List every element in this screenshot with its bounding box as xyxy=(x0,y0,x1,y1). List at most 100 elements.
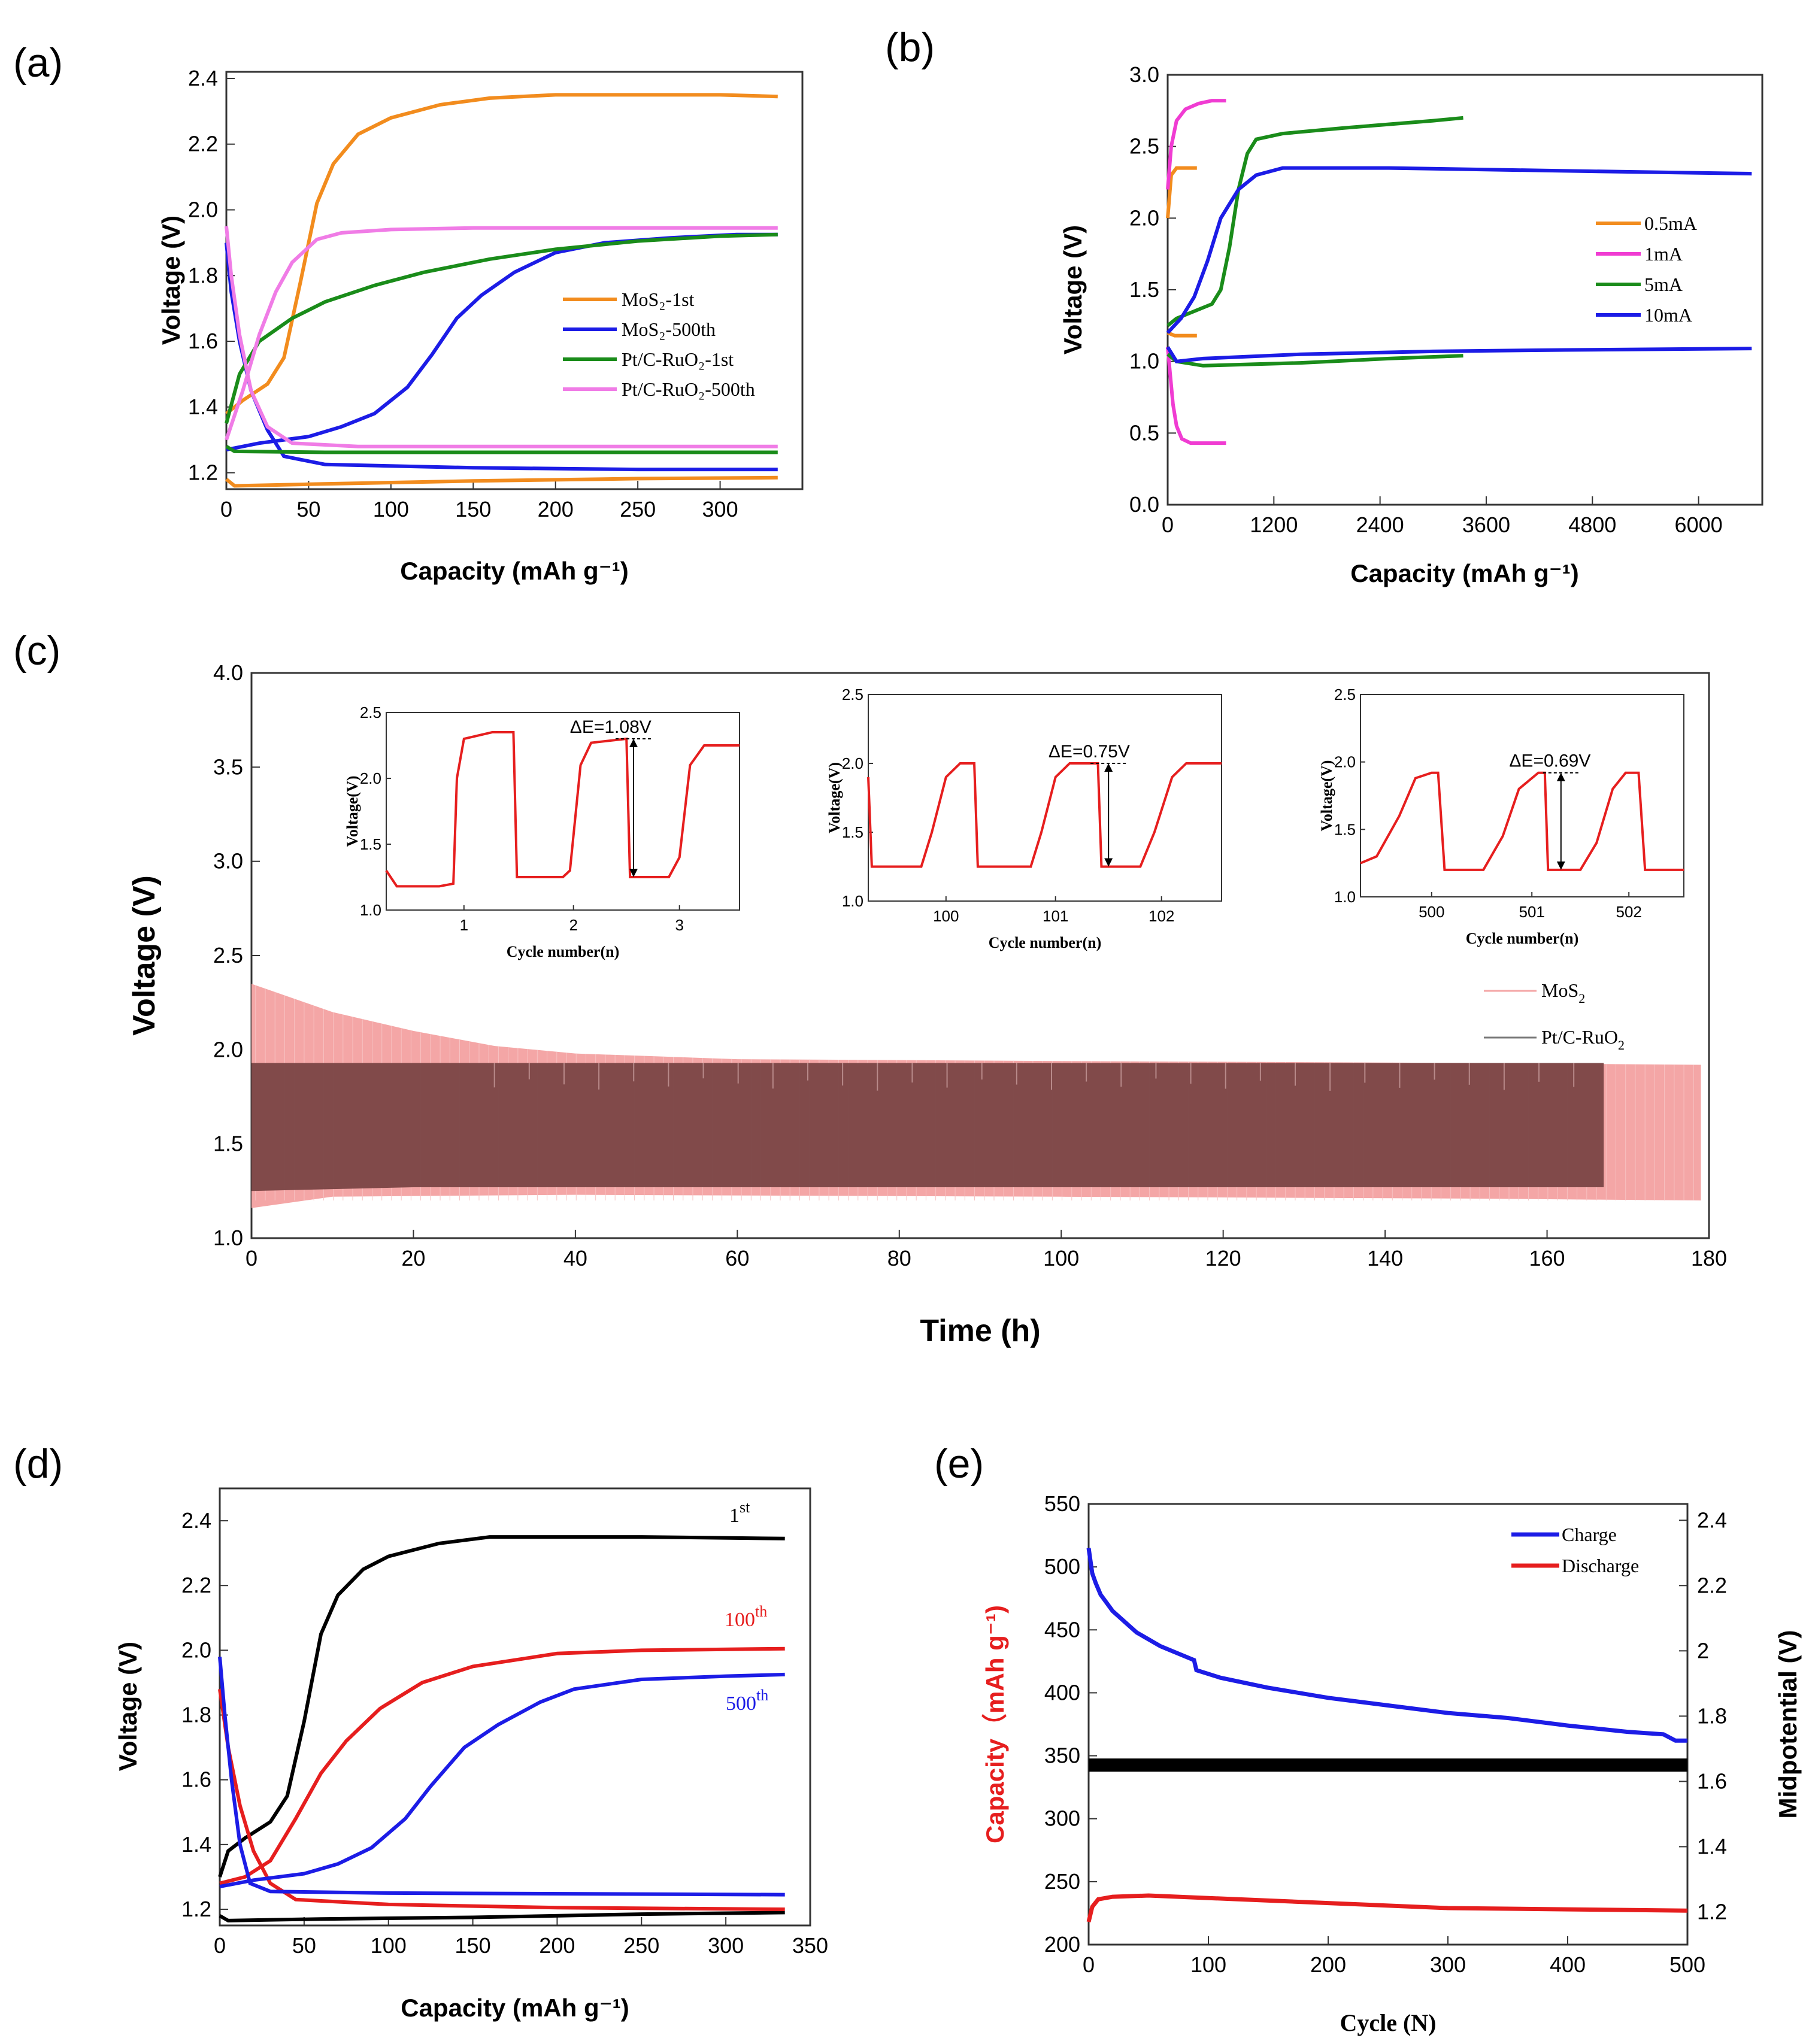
series-label-number: 100 xyxy=(725,1609,755,1631)
series-line-charge xyxy=(225,93,778,416)
y-tick-label: 2.0 xyxy=(213,1037,243,1062)
series-line-charge xyxy=(225,226,778,441)
legend-label: 0.5mA xyxy=(1644,213,1697,234)
chart-b-xlabel: Capacity (mAh g⁻¹) xyxy=(1350,559,1579,587)
x-tick-label: 50 xyxy=(292,1933,316,1958)
chart-d: 0 50 100 150 200 250 300 350 1.2 1.4 1.6 1.8 2.0 2.2 2… xyxy=(114,1487,828,2022)
x-tick-label: 4800 xyxy=(1568,512,1616,537)
legend-label: Charge xyxy=(1562,1524,1617,1545)
x-tick-label: 350 xyxy=(792,1933,828,1958)
chart-b-axes: 0 1200 2400 3600 4800 6000 0.0 0.5 1.0 1.5 2.0 2.5 3… xyxy=(1129,62,1723,537)
chart-a-ylabel: Voltage (V) xyxy=(157,216,185,345)
y-tick-label: 350 xyxy=(1044,1743,1080,1768)
y-tick-label: 1.6 xyxy=(181,1767,211,1792)
arrow-head-down xyxy=(1556,861,1565,870)
x-tick-label: 100 xyxy=(1190,1952,1226,1977)
legend-label-mos2: MoS2 xyxy=(1541,979,1585,1006)
chart-a-xlabel: Capacity (mAh g⁻¹) xyxy=(400,557,629,585)
chart-c-xlabel: Time (h) xyxy=(920,1314,1040,1348)
x-tick-label: 180 xyxy=(1691,1246,1727,1270)
inset-y-tick-label: 2.5 xyxy=(842,686,863,703)
x-tick-label: 1200 xyxy=(1250,512,1298,537)
inset-x-tick-label: 501 xyxy=(1519,903,1545,921)
x-tick-label: 300 xyxy=(708,1933,744,1958)
x-tick-label: 200 xyxy=(538,497,574,521)
panel-label-b: (b) xyxy=(885,25,935,70)
chart-e-series xyxy=(1086,1548,1688,1922)
series-label: 500th xyxy=(726,1687,768,1715)
inset-x-tick-label: 100 xyxy=(933,907,959,925)
chart-d-frame xyxy=(219,1487,811,1927)
x-tick-label: 0 xyxy=(1083,1952,1095,1977)
series-line-discharge xyxy=(225,445,778,454)
x-tick-label: 100 xyxy=(373,497,409,521)
delta-e-annotation: ΔE=0.69V xyxy=(1509,751,1590,771)
legend-label: MoS₂-1st xyxy=(622,289,695,310)
series-line-discharge xyxy=(225,475,778,488)
y-tick-label: 1.0 xyxy=(213,1226,243,1250)
inset-x-tick-label: 102 xyxy=(1149,907,1174,925)
chart-a: 0 50 100 150 200 250 3001.21.41.61.82.02.22.4 … xyxy=(157,66,804,585)
inset-xlabel: Cycle number(n) xyxy=(989,934,1101,951)
series-line-discharge xyxy=(218,1656,785,1897)
inset-y-tick-label: 1.5 xyxy=(842,823,863,841)
chart-e-xlabel: Cycle (N) xyxy=(1340,2009,1436,2036)
series-line-charge xyxy=(1166,166,1197,219)
chart-d-axes: 0 50 100 150 200 250 300 350 1.2 1.4 1.6 1.8 2.0 2.2 2… xyxy=(181,1508,828,1958)
inset-ylabel: Voltage(V) xyxy=(1318,760,1335,832)
chart-e-axes: 0 100 200 300 400 500 200 250 300 350 400 450 500 550… xyxy=(1044,1491,1727,1977)
x-tick-label: 50 xyxy=(296,497,320,521)
y-tick-label: 550 xyxy=(1044,1491,1080,1516)
series-line-charge xyxy=(219,1672,785,1889)
chart-b-series xyxy=(1166,99,1752,445)
inset-frame xyxy=(386,712,740,911)
chart-c: 0 20 40 60 80 100 120 140 160 180 1.0 1.5 2.0 2.5 3.0 3… xyxy=(127,660,1727,1348)
y-tick-label: 2.4 xyxy=(181,1508,211,1533)
chart-a-axes: 0 50 100 150 200 250 300 1.2 1.4 1.6 1.8 2.0 2.2 2.4 xyxy=(188,66,738,521)
y-tick-label: 4.0 xyxy=(213,660,243,685)
series-label-sup: th xyxy=(756,1687,768,1704)
inset-xlabel: Cycle number(n) xyxy=(507,943,619,960)
chart-c-insets: 1.0 1.5 2.0 2.5 1 2 3 ΔE=1.08V Cycle number(n) Vo… xyxy=(344,686,1684,960)
x-tick-label: 6000 xyxy=(1675,512,1723,537)
inset-frame xyxy=(868,694,1222,902)
arrow-head-down xyxy=(629,869,638,877)
panel-label-d: (d) xyxy=(13,1441,63,1487)
legend-label: Pt/C-RuO₂-500th xyxy=(622,378,755,400)
inset-voltage-trace xyxy=(867,762,1222,868)
inset-y-tick-label: 2.0 xyxy=(1334,753,1356,771)
x-tick-label: 120 xyxy=(1205,1246,1241,1270)
series-label-sup: th xyxy=(755,1603,767,1620)
y-tick-label: 0.0 xyxy=(1129,492,1159,517)
chart-e-ylabel: Capacity（mAh g⁻¹) xyxy=(981,1605,1009,1843)
x-tick-label: 140 xyxy=(1367,1246,1403,1270)
y2-tick-label: 1.6 xyxy=(1697,1769,1727,1793)
y2-tick-label: 1.4 xyxy=(1697,1834,1727,1858)
series-line-discharge xyxy=(1086,1893,1688,1922)
series-line-discharge xyxy=(225,226,778,448)
x-tick-label: 150 xyxy=(455,1933,491,1958)
inset-voltage-trace xyxy=(385,731,740,888)
y-tick-label: 2.0 xyxy=(181,1637,211,1662)
inset-y-tick-label: 1.0 xyxy=(1334,888,1356,906)
chart-c-legend: MoS2 Pt/C-RuO2 xyxy=(1484,979,1625,1053)
inset-y-tick-label: 1.0 xyxy=(842,892,863,910)
legend-label-ptc: Pt/C-RuO2 xyxy=(1541,1026,1625,1053)
series-line-charge xyxy=(226,232,778,452)
y-tick-label: 2.0 xyxy=(1129,205,1159,230)
inset-y-tick-label: 2.5 xyxy=(360,703,381,721)
y-tick-label: 1.0 xyxy=(1129,349,1159,374)
inset-x-tick-label: 500 xyxy=(1419,903,1444,921)
x-tick-label: 300 xyxy=(1430,1952,1466,1977)
x-tick-label: 200 xyxy=(1310,1952,1346,1977)
arrow-head-up xyxy=(629,739,638,747)
series-line-charge xyxy=(1166,99,1226,190)
y-tick-label: 1.4 xyxy=(188,395,218,419)
chart-b-ylabel: Voltage (V) xyxy=(1059,225,1087,354)
x-tick-label: 250 xyxy=(623,1933,659,1958)
chart-d-series xyxy=(218,1535,785,1922)
arrow-head-up xyxy=(1104,763,1113,772)
inset-x-tick-label: 2 xyxy=(569,916,577,934)
inset-x-tick-label: 1 xyxy=(460,916,468,934)
inset-y-tick-label: 1.0 xyxy=(360,901,381,919)
